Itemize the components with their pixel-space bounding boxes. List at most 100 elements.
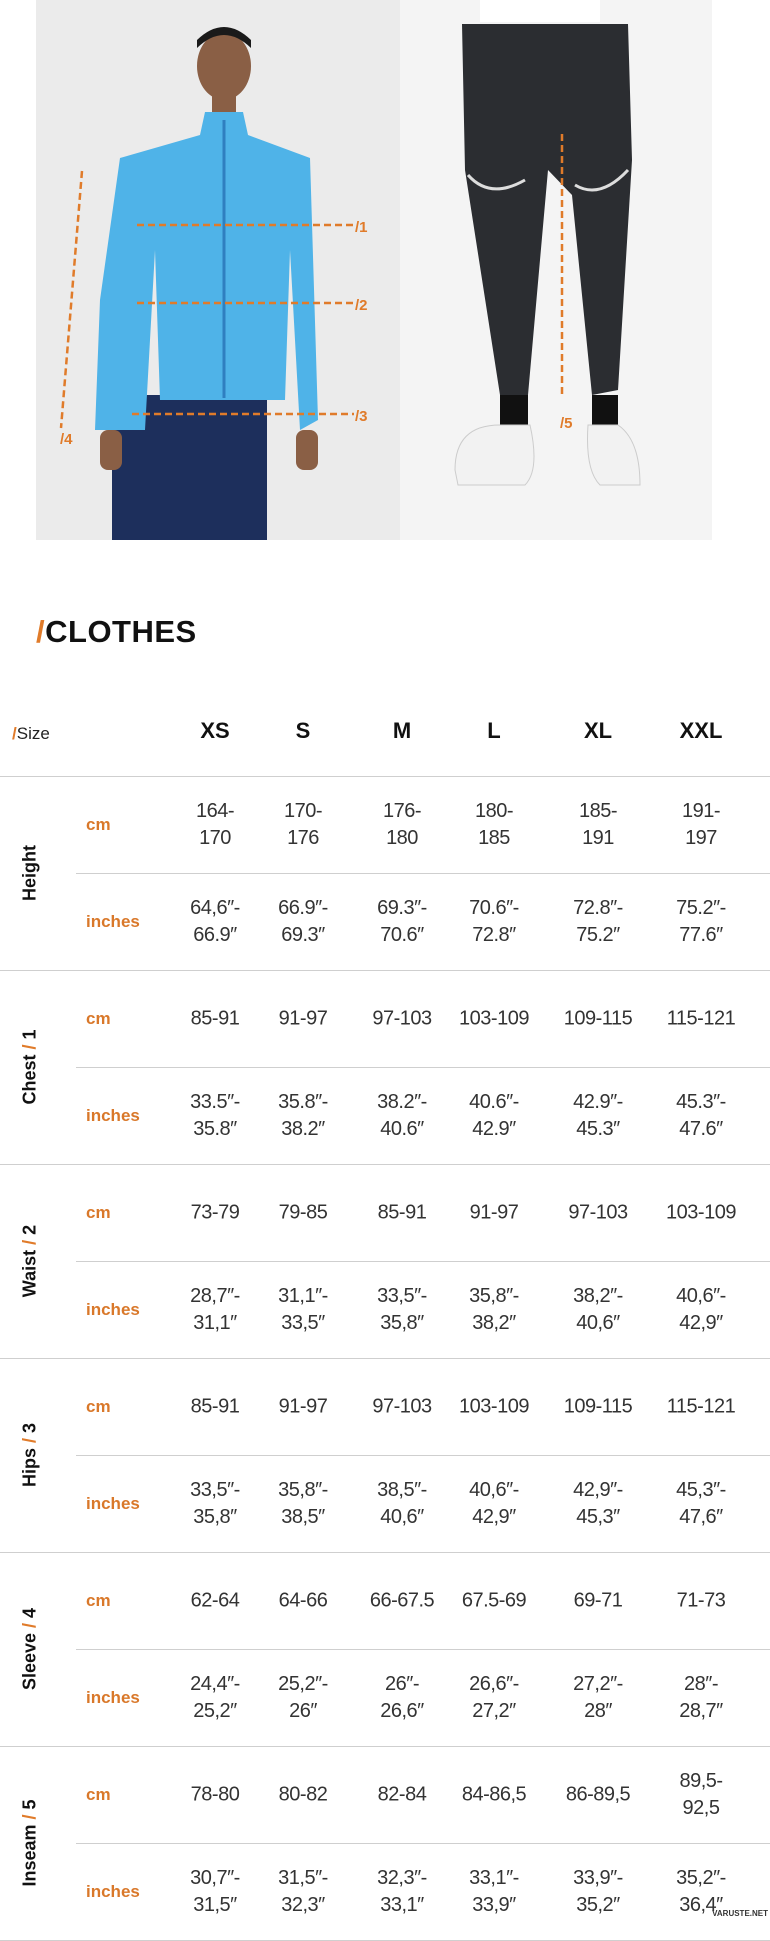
table-cell: 27,2″- 28″: [573, 1672, 623, 1722]
table-cell: 25,2″- 26″: [278, 1672, 328, 1722]
table-cell: 35,8″- 38,2″: [469, 1284, 519, 1334]
table-cell: 69.3″- 70.6″: [377, 896, 427, 946]
row-group-name: Waist: [19, 1249, 40, 1298]
table-cell: 82-84: [377, 1783, 427, 1805]
section-divider: [0, 1358, 770, 1359]
row-group-name: Sleeve: [19, 1632, 40, 1691]
row-divider: [76, 1843, 770, 1844]
section-divider: [0, 1552, 770, 1553]
slash-icon: /: [12, 724, 17, 743]
row-group-label-inseam: Inseam / 5: [20, 1799, 41, 1886]
table-cell: 73-79: [190, 1201, 240, 1223]
table-cell: 176- 180: [382, 799, 422, 849]
section-title: /CLOTHES: [36, 614, 197, 649]
table-cell: 180- 185: [474, 799, 514, 849]
unit-label-cm: cm: [86, 1008, 111, 1028]
unit-label-cm: cm: [86, 1396, 111, 1416]
table-cell: 115-121: [666, 1395, 736, 1417]
unit-label-inches: inches: [86, 1299, 140, 1319]
row-group-label-hips: Hips / 3: [20, 1423, 41, 1487]
size-header-xs: XS: [200, 718, 230, 743]
table-cell: 38,2″- 40,6″: [573, 1284, 623, 1334]
table-cell: 79-85: [278, 1201, 328, 1223]
marker-1: /1: [355, 219, 368, 236]
jacket-model-photo: /1 /2 /3 /4: [36, 0, 400, 540]
table-cell: 33,5″- 35,8″: [190, 1478, 240, 1528]
unit-label-inches: inches: [86, 1493, 140, 1513]
table-cell: 32,3″- 33,1″: [377, 1866, 427, 1916]
measurement-number: 3: [19, 1422, 40, 1433]
marker-4: /4: [60, 431, 73, 448]
row-group-name: Inseam: [19, 1824, 40, 1887]
table-cell: 97-103: [568, 1201, 628, 1223]
row-group-label-height: Height: [20, 845, 41, 901]
unit-label-inches: inches: [86, 1881, 140, 1901]
table-cell: 40,6″- 42,9″: [676, 1284, 726, 1334]
table-cell: 42,9″- 45,3″: [573, 1478, 623, 1528]
table-cell: 35,8″- 38,5″: [278, 1478, 328, 1528]
marker-3: /3: [355, 408, 368, 425]
row-group-label-waist: Waist / 2: [20, 1225, 41, 1297]
measurement-number: 2: [19, 1224, 40, 1235]
measurement-number: 4: [19, 1607, 40, 1618]
size-header-xxl: XXL: [679, 718, 723, 743]
table-cell: 28,7″- 31,1″: [190, 1284, 240, 1334]
unit-label-inches: inches: [86, 1105, 140, 1125]
table-cell: 35.8″- 38.2″: [278, 1090, 328, 1140]
table-cell: 64-66: [278, 1589, 328, 1611]
pants-model-photo: /5: [400, 0, 712, 540]
row-divider: [76, 1261, 770, 1262]
size-header-m: M: [392, 718, 412, 743]
table-cell: 115-121: [666, 1007, 736, 1029]
table-cell: 103-109: [459, 1395, 529, 1417]
measurement-number: 5: [19, 1799, 40, 1810]
unit-label-cm: cm: [86, 1202, 111, 1222]
table-cell: 40.6″- 42.9″: [469, 1090, 519, 1140]
table-cell: 91-97: [469, 1201, 519, 1223]
table-cell: 66-67.5: [369, 1589, 435, 1611]
table-cell: 91-97: [278, 1007, 328, 1029]
table-cell: 85-91: [190, 1007, 240, 1029]
table-cell: 84-86,5: [461, 1783, 527, 1805]
unit-label-cm: cm: [86, 1590, 111, 1610]
table-cell: 80-82: [278, 1783, 328, 1805]
size-header-xl: XL: [583, 718, 613, 743]
table-cell: 78-80: [190, 1783, 240, 1805]
table-cell: 85-91: [377, 1201, 427, 1223]
table-cell: 89,5- 92,5: [679, 1769, 723, 1819]
table-cell: 164- 170: [195, 799, 235, 849]
row-divider: [76, 1455, 770, 1456]
jacket-illustration: /1 /2 /3 /4: [59, 27, 368, 540]
table-cell: 69-71: [573, 1589, 623, 1611]
table-cell: 71-73: [676, 1589, 726, 1611]
row-divider: [76, 1649, 770, 1650]
table-cell: 64,6″- 66.9″: [190, 896, 240, 946]
table-cell: 33,9″- 35,2″: [573, 1866, 623, 1916]
table-cell: 45.3″- 47.6″: [676, 1090, 726, 1140]
table-cell: 97-103: [372, 1395, 432, 1417]
row-group-label-sleeve: Sleeve / 4: [20, 1608, 41, 1690]
table-cell: 62-64: [190, 1589, 240, 1611]
table-cell: 109-115: [563, 1007, 633, 1029]
slash-icon: /: [19, 1432, 40, 1449]
table-cell: 67.5-69: [461, 1589, 527, 1611]
table-cell: 75.2″- 77.6″: [676, 896, 726, 946]
table-cell: 33.5″- 35.8″: [190, 1090, 240, 1140]
marker-5: /5: [560, 415, 573, 432]
slash-icon: /: [19, 1617, 40, 1633]
table-cell: 26″- 26,6″: [380, 1672, 424, 1722]
table-cell: 66.9″- 69.3″: [278, 896, 328, 946]
table-cell: 33,1″- 33,9″: [469, 1866, 519, 1916]
table-cell: 26,6″- 27,2″: [469, 1672, 519, 1722]
watermark: VARUSTE.NET: [712, 1909, 768, 1918]
unit-label-inches: inches: [86, 911, 140, 931]
slash-icon: /: [19, 1039, 40, 1055]
table-cell: 40,6″- 42,9″: [469, 1478, 519, 1528]
section-divider: [0, 1164, 770, 1165]
unit-label-inches: inches: [86, 1687, 140, 1707]
table-cell: 33,5″- 35,8″: [377, 1284, 427, 1334]
table-cell: 103-109: [459, 1007, 529, 1029]
table-cell: 70.6″- 72.8″: [469, 896, 519, 946]
table-cell: 86-89,5: [565, 1783, 631, 1805]
marker-2: /2: [355, 297, 368, 314]
